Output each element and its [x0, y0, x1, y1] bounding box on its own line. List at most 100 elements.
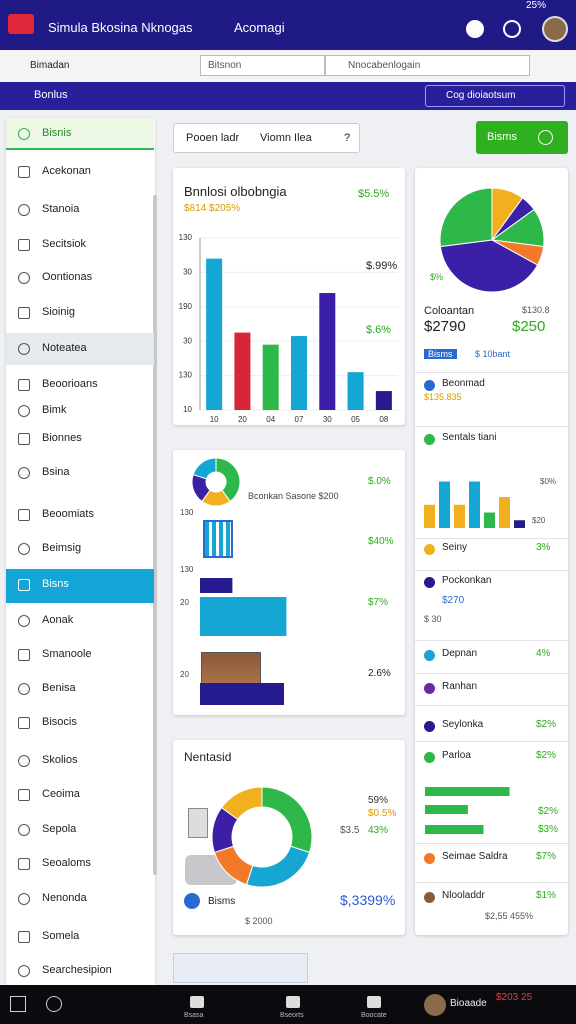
kpi-title: Coloantan: [424, 305, 475, 317]
icon-button[interactable]: [503, 20, 521, 38]
sidebar-item[interactable]: Benisa: [42, 682, 76, 694]
sidebar-item[interactable]: Smanoole: [42, 648, 92, 660]
divider: [415, 843, 568, 844]
stat-value: $0.5%: [368, 808, 397, 819]
axis-label: 130: [180, 565, 194, 574]
search-field[interactable]: [325, 55, 530, 76]
row-label[interactable]: Beonmad: [442, 378, 485, 389]
row-label[interactable]: Sentals tiani: [442, 432, 497, 443]
sidebar-item[interactable]: Bisnis: [42, 127, 72, 139]
sidebar-icon: [18, 683, 30, 695]
row-label[interactable]: Nlooladdr: [442, 890, 485, 901]
sidebar-item[interactable]: Beoorioans: [42, 378, 98, 390]
sidebar-item[interactable]: Bsina: [42, 466, 70, 478]
sidebar-item-open: [6, 118, 154, 150]
row-label[interactable]: Seimae Saldra: [442, 851, 508, 862]
row-label[interactable]: Seylonka: [442, 719, 484, 730]
sidebar-item[interactable]: Bionnes: [42, 432, 82, 444]
legend-dot: [184, 893, 200, 909]
sidebar-item[interactable]: Stanoia: [42, 203, 80, 215]
row-label[interactable]: Ranhan: [442, 681, 478, 692]
app-icon: [8, 14, 34, 34]
taskbar-icon[interactable]: [367, 996, 381, 1008]
kpi-value: $2790: [424, 318, 466, 335]
sidebar-item[interactable]: Skolios: [42, 754, 78, 766]
chart-note: $.99%: [366, 260, 398, 272]
divider: [415, 640, 568, 641]
sidebar-item[interactable]: Bimk: [42, 404, 67, 416]
taskbar-label: Bsasa: [184, 1012, 204, 1019]
sidebar-item-active: [6, 569, 154, 603]
ribbon-button[interactable]: [425, 85, 565, 107]
card-subtitle: $814 $205%: [184, 203, 241, 214]
sidebar-icon: [18, 543, 30, 555]
sidebar-icon: [18, 405, 30, 417]
sidebar-item[interactable]: Beoomiats: [42, 508, 94, 520]
sidebar-item[interactable]: Nenonda: [42, 892, 87, 904]
stat-value: 43%: [368, 825, 389, 836]
row-value: 4%: [536, 648, 551, 659]
sidebar-item[interactable]: Sioinig: [42, 306, 76, 318]
tab-group: [173, 123, 360, 153]
sidebar-icon: [18, 433, 30, 445]
toolbar-tab[interactable]: Viomn Ilea: [260, 132, 312, 144]
row-label[interactable]: Depnan: [442, 648, 478, 659]
start-button[interactable]: [10, 996, 26, 1012]
sidebar-icon: [18, 893, 30, 905]
sidebar-item[interactable]: Acekonan: [42, 165, 91, 177]
sidebar-item[interactable]: Seoaloms: [42, 857, 91, 869]
sidebar-icon: [18, 789, 30, 801]
chart-legend: Bconkan Sasone $200: [248, 491, 339, 501]
avatar: [424, 994, 446, 1016]
taskbar-icon[interactable]: [286, 996, 300, 1008]
row-value: $7%: [536, 851, 557, 862]
total-value: $,3399%: [340, 892, 396, 908]
sidebar-icon: [18, 931, 30, 943]
divider: [415, 882, 568, 883]
divider: [415, 705, 568, 706]
sidebar-item[interactable]: Ceoima: [42, 788, 80, 800]
row-icon: [424, 892, 435, 903]
app-title: Simula Bkosina Nknogas: [48, 20, 193, 35]
row-value: 3%: [536, 542, 551, 553]
row-label[interactable]: Parloa: [442, 750, 471, 761]
row-sub: $ 30: [424, 614, 442, 624]
sidebar-item[interactable]: Somela: [42, 930, 80, 942]
sidebar-item[interactable]: Bisocis: [42, 716, 77, 728]
stat-value: $40%: [368, 536, 394, 547]
image-block: [201, 652, 261, 704]
row-icon: [424, 380, 435, 391]
sidebar-item[interactable]: Beimsig: [42, 542, 82, 554]
sidebar-icon: [18, 755, 30, 767]
chart-note: $.6%: [366, 324, 392, 336]
toolbar-tab[interactable]: ?: [344, 132, 351, 144]
sidebar-item[interactable]: Sepola: [42, 823, 77, 835]
sidebar-item[interactable]: Aonak: [42, 614, 74, 626]
toolbar-tab[interactable]: Pooen ladr: [186, 132, 240, 144]
search-button[interactable]: [46, 996, 62, 1012]
row-label[interactable]: Pockonkan: [442, 575, 492, 586]
card-title: Nentasid: [184, 750, 232, 764]
row-label[interactable]: Seiny: [442, 542, 468, 553]
ribbon-button-text: Cog dioiaotsum: [446, 90, 516, 101]
ribbon-label: Bonlus: [34, 89, 68, 101]
kpi-delta: $130.8: [522, 305, 550, 315]
sidebar-item[interactable]: Searchesipion: [42, 964, 112, 976]
sidebar-item[interactable]: Secitsiok: [42, 238, 87, 250]
mini-label: $0%: [540, 477, 557, 486]
avatar[interactable]: [542, 16, 568, 42]
sidebar-item[interactable]: Bisns: [42, 578, 69, 590]
sidebar-icon: [18, 467, 30, 479]
icon-button[interactable]: [466, 20, 484, 38]
sidebar-item[interactable]: Oontionas: [42, 271, 93, 283]
sidebar-icon: [18, 204, 30, 216]
sidebar-item[interactable]: Noteatea: [42, 342, 87, 354]
stat-value: $7%: [368, 597, 389, 608]
taskbar-icon[interactable]: [190, 996, 204, 1008]
axis-label: 20: [180, 598, 189, 607]
row-icon: [424, 434, 435, 445]
tab-label[interactable]: Bimadan: [30, 60, 70, 71]
divider: [415, 372, 568, 373]
device-icon: [188, 808, 208, 838]
url-field[interactable]: [200, 55, 325, 76]
